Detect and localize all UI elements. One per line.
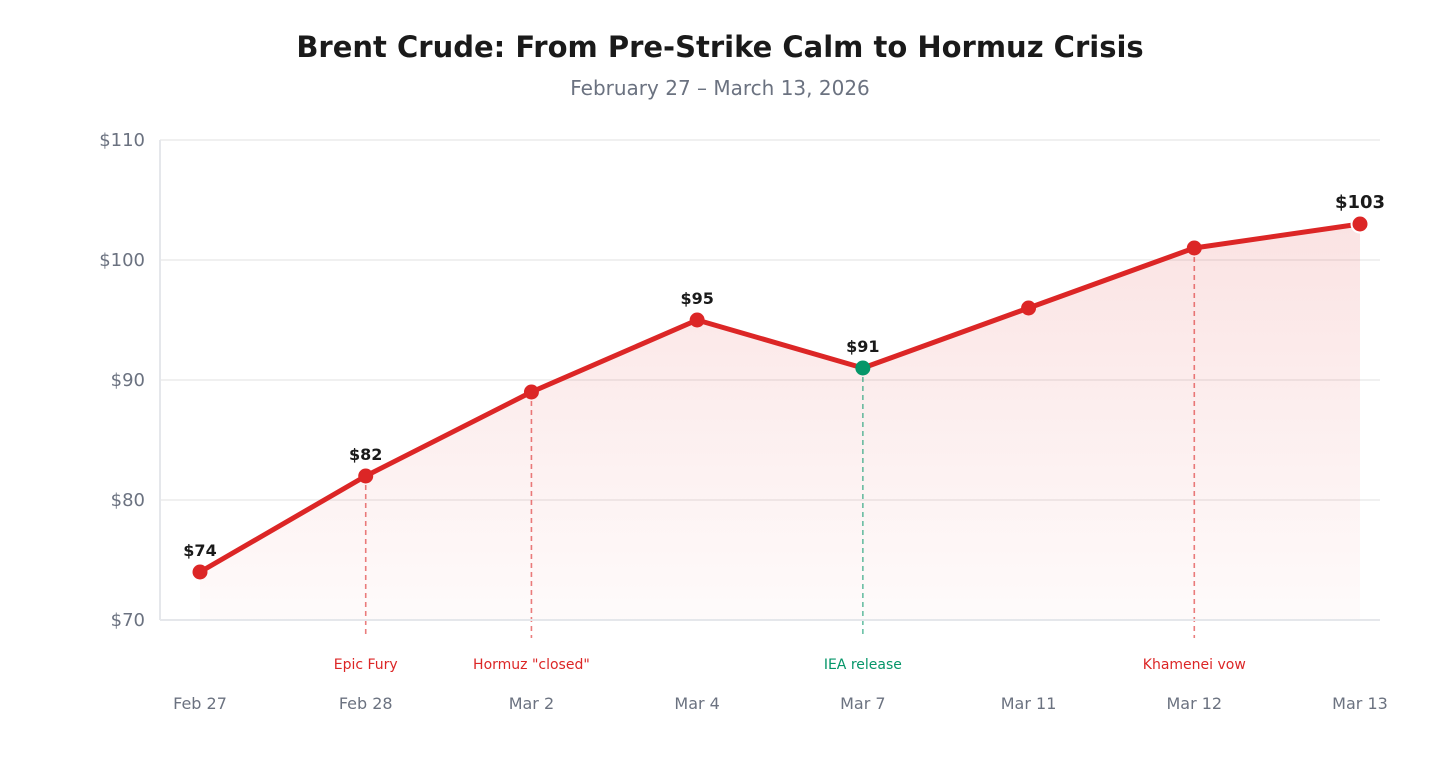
event-label: IEA release bbox=[824, 657, 902, 673]
data-point[interactable] bbox=[192, 564, 208, 580]
y-tick-label: $70 bbox=[111, 610, 145, 631]
y-tick-label: $100 bbox=[99, 250, 145, 271]
point-value-label: $103 bbox=[1335, 192, 1385, 213]
price-line bbox=[197, 221, 1363, 575]
price-polyline bbox=[197, 221, 1363, 575]
chart-subtitle: February 27 – March 13, 2026 bbox=[570, 76, 870, 100]
x-tick-label: Mar 4 bbox=[674, 694, 719, 713]
x-tick-label: Feb 28 bbox=[339, 694, 393, 713]
event-label: Hormuz "closed" bbox=[473, 657, 590, 673]
x-tick-label: Mar 2 bbox=[509, 694, 554, 713]
x-tick-label: Mar 13 bbox=[1332, 694, 1388, 713]
x-tick-label: Mar 12 bbox=[1166, 694, 1222, 713]
data-point[interactable] bbox=[358, 468, 374, 484]
event-label: Epic Fury bbox=[334, 657, 398, 673]
x-tick-label: Mar 7 bbox=[840, 694, 885, 713]
y-tick-label: $90 bbox=[111, 370, 145, 391]
data-point[interactable] bbox=[1186, 240, 1202, 256]
data-point[interactable] bbox=[1021, 300, 1037, 316]
data-points bbox=[192, 214, 1370, 580]
area-path bbox=[200, 224, 1360, 620]
y-tick-label: $80 bbox=[111, 490, 145, 511]
point-value-label: $82 bbox=[349, 445, 382, 464]
data-point[interactable] bbox=[523, 384, 539, 400]
point-value-label: $95 bbox=[680, 289, 713, 308]
data-point[interactable] bbox=[689, 312, 705, 328]
area-fill bbox=[200, 224, 1360, 620]
x-tick-label: Mar 11 bbox=[1001, 694, 1057, 713]
event-label: Khamenei vow bbox=[1143, 657, 1246, 673]
y-tick-label: $110 bbox=[99, 130, 145, 151]
x-tick-label: Feb 27 bbox=[173, 694, 227, 713]
event-markers: Epic Fury Hormuz "closed" IEA release Khame… bbox=[334, 248, 1246, 673]
x-axis: Feb 27 Feb 28 Mar 2 Mar 4 Mar 7 Mar 11 Mar 12 M… bbox=[160, 619, 1388, 713]
data-point[interactable] bbox=[855, 360, 871, 376]
point-labels: $74 $82 $95 $91 $103 bbox=[183, 192, 1385, 560]
data-point[interactable] bbox=[1350, 214, 1370, 234]
point-value-label: $74 bbox=[183, 541, 216, 560]
chart-title: Brent Crude: From Pre-Strike Calm to Hor… bbox=[296, 30, 1144, 64]
point-value-label: $91 bbox=[846, 337, 879, 356]
y-axis: $70 $80 $90 $100 $110 bbox=[99, 130, 161, 631]
